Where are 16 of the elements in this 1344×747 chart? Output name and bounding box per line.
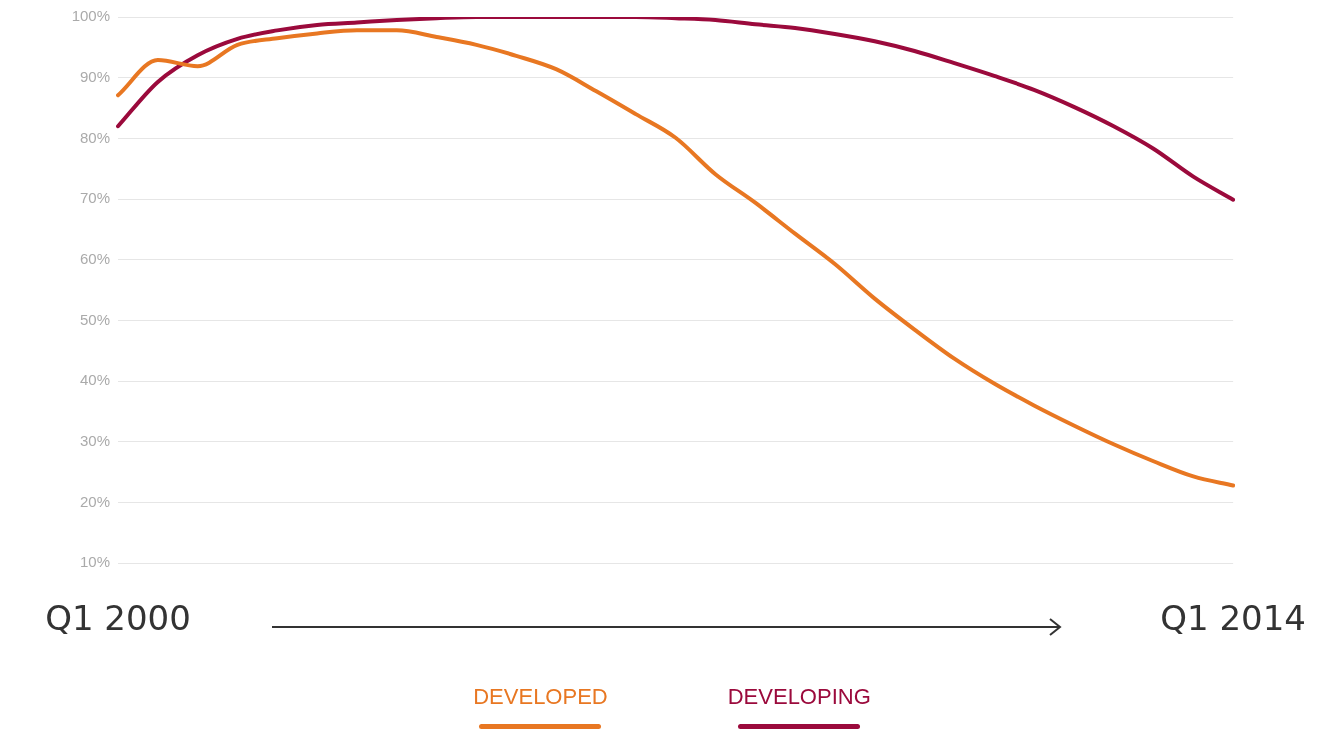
y-tick-label: 100% [71, 7, 110, 25]
y-tick-label: 10% [79, 553, 110, 571]
text: DEVELOPING [727, 684, 871, 710]
y-tick-label: 40% [79, 371, 110, 389]
y-tick-label: 50% [79, 310, 110, 328]
y-tick-label: 90% [79, 67, 110, 85]
y-tick-label: 60% [79, 249, 110, 267]
y-tick-label: 30% [79, 431, 110, 449]
y-tick-label: 20% [79, 492, 110, 510]
x-tick-label: Q1 2014 [1160, 598, 1306, 639]
text: DEVELOPED [473, 684, 608, 710]
y-tick-label: 70% [79, 189, 110, 207]
x-tick-label: Q1 2000 [45, 598, 191, 639]
line-series [116, 17, 1236, 202]
y-tick-label: 80% [79, 128, 110, 146]
line-series [116, 28, 1236, 488]
